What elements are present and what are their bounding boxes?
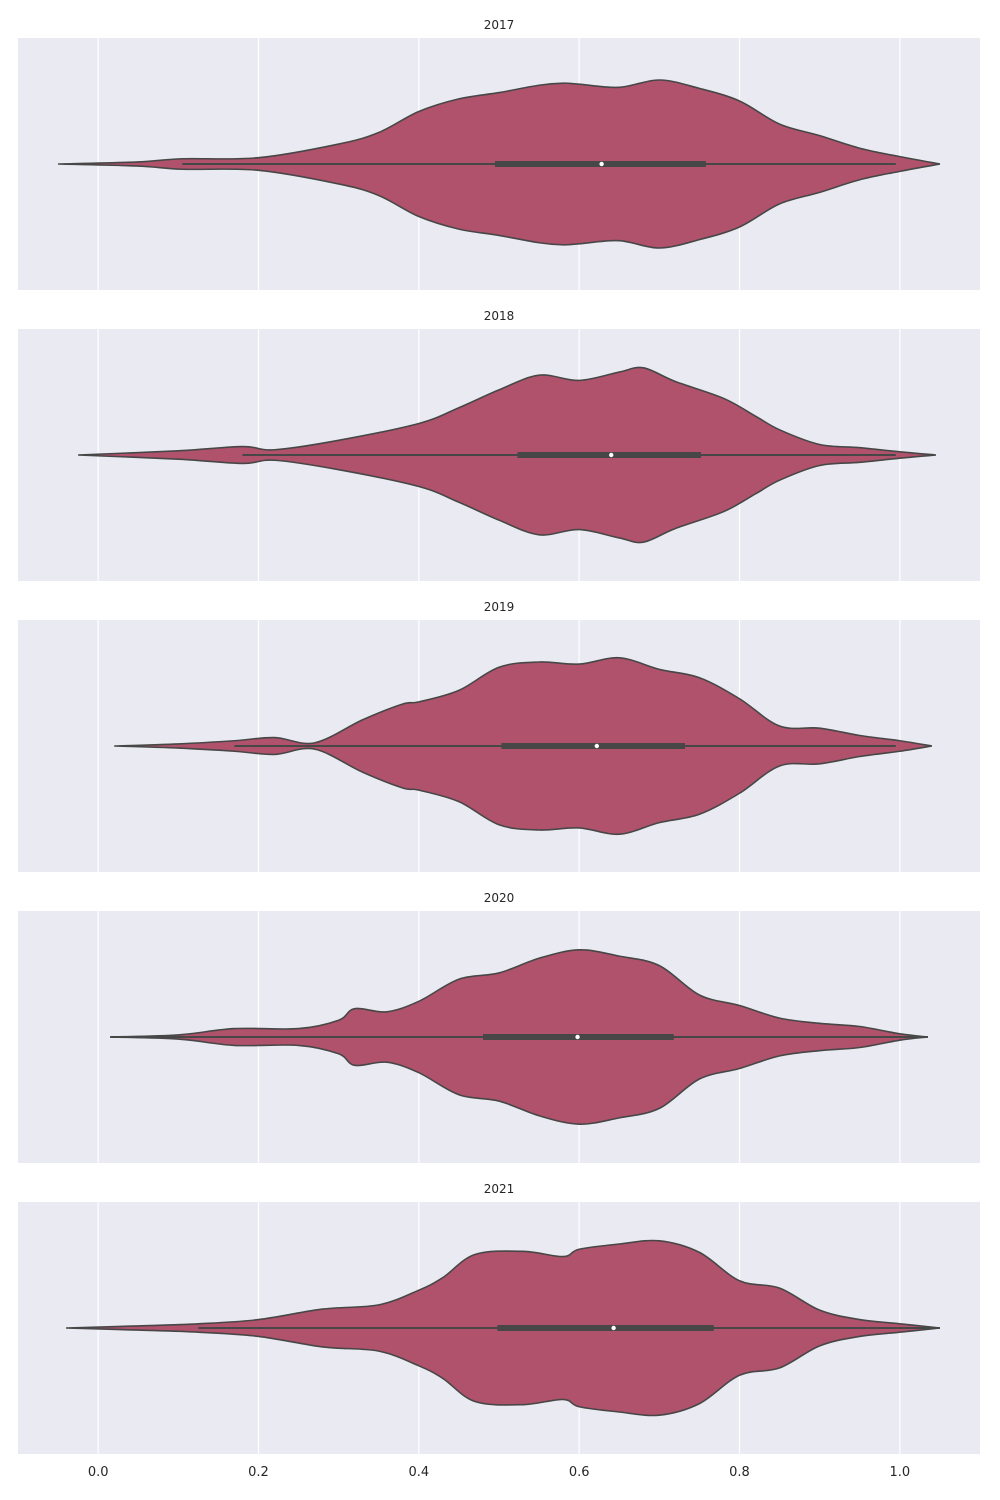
x-tick-label: 1.0	[889, 1465, 910, 1480]
x-tick-label: 0.0	[88, 1465, 109, 1480]
panel-title: 2019	[484, 600, 515, 614]
violin-panel-2019: 2019	[18, 600, 980, 872]
x-tick-label: 0.8	[729, 1465, 750, 1480]
violin-panel-2018: 2018	[18, 309, 980, 581]
median-point	[575, 1034, 580, 1040]
violin-panel-2020: 2020	[18, 891, 980, 1163]
x-tick-label: 0.2	[248, 1465, 269, 1480]
panel-title: 2017	[484, 18, 515, 32]
x-tick-label: 0.6	[569, 1465, 590, 1480]
panel-title: 2020	[484, 891, 515, 905]
panel-title: 2021	[484, 1182, 515, 1196]
violin-panel-2021: 2021	[18, 1182, 980, 1454]
median-point	[599, 161, 604, 167]
x-tick-label: 0.4	[408, 1465, 429, 1480]
median-point	[594, 743, 600, 749]
violin-panel-2017: 2017	[18, 18, 980, 290]
median-point	[611, 1325, 616, 1331]
median-point	[609, 452, 614, 458]
panel-title: 2018	[484, 309, 515, 323]
